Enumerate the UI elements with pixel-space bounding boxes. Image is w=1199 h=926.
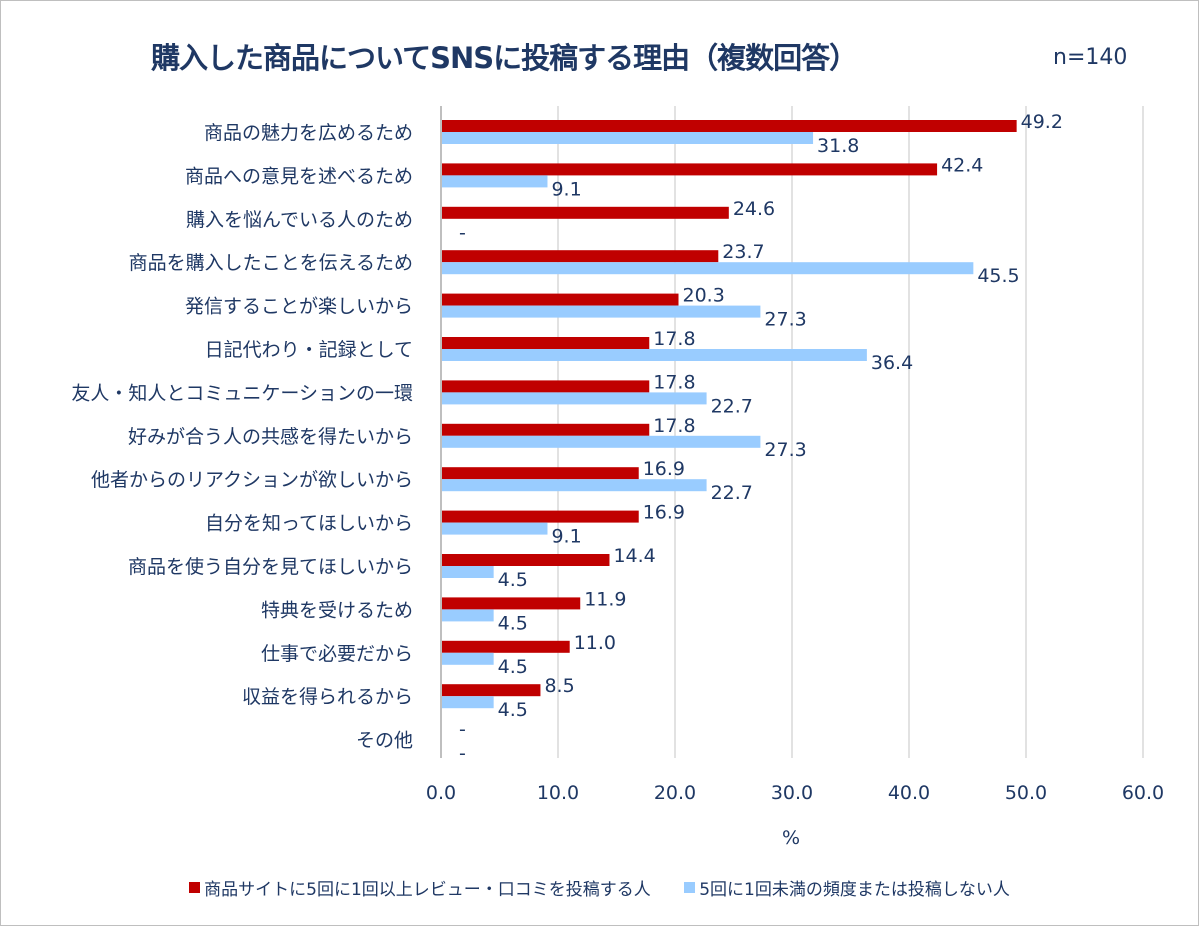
data-label: 22.7 xyxy=(711,395,753,417)
data-label: 16.9 xyxy=(643,458,685,480)
data-label: 27.3 xyxy=(764,309,806,331)
data-label: 11.0 xyxy=(574,632,616,654)
legend-swatch xyxy=(189,882,201,893)
bar-series-1 xyxy=(442,206,729,219)
bar-series-2 xyxy=(442,479,707,492)
category-label: 商品を使う自分を見てほしいから xyxy=(128,556,413,578)
legend-swatch xyxy=(684,882,696,893)
bar-series-2 xyxy=(442,132,814,144)
bar-series-1 xyxy=(442,250,719,263)
data-label: 20.3 xyxy=(683,285,725,307)
data-label: 16.9 xyxy=(643,502,685,524)
data-label: 49.2 xyxy=(1021,111,1063,133)
data-label: - xyxy=(459,222,466,244)
chart-title: 購入した商品についてSNSに投稿する理由（複数回答） xyxy=(151,41,858,75)
sample-size: n=140 xyxy=(1053,45,1128,70)
bar-series-1 xyxy=(442,293,679,306)
bar-series-2 xyxy=(442,435,761,448)
category-label: 商品を購入したことを伝えるため xyxy=(129,252,413,274)
data-label: 31.8 xyxy=(817,135,859,157)
data-label: 14.4 xyxy=(613,545,655,567)
data-label: - xyxy=(459,719,466,741)
data-label: 45.5 xyxy=(977,265,1019,287)
data-label: 9.1 xyxy=(551,178,581,200)
data-label: 22.7 xyxy=(711,482,753,504)
category-label: 他者からのリアクションが欲しいから xyxy=(91,469,413,491)
x-axis-label: % xyxy=(782,827,800,849)
x-tick-label: 0.0 xyxy=(426,782,456,804)
bar-series-2 xyxy=(442,175,548,188)
bar-series-1 xyxy=(442,510,639,523)
x-tick-label: 30.0 xyxy=(771,782,813,804)
data-label: 36.4 xyxy=(871,352,913,374)
category-label: 商品の魅力を広めるため xyxy=(204,122,413,144)
data-label: 17.8 xyxy=(653,415,695,437)
x-tick-label: 20.0 xyxy=(654,782,696,804)
bar-series-1 xyxy=(442,640,570,653)
data-label: 9.1 xyxy=(551,526,581,548)
bar-series-1 xyxy=(442,337,650,349)
data-label: 4.5 xyxy=(498,569,528,591)
category-label: 商品への意見を述べるため xyxy=(185,165,413,187)
bar-series-1 xyxy=(442,597,581,610)
category-label: 好みが合う人の共感を得たいから xyxy=(128,426,413,448)
bar-series-1 xyxy=(442,467,639,480)
bar-series-2 xyxy=(442,566,494,578)
x-tick-label: 40.0 xyxy=(888,782,930,804)
data-label: 23.7 xyxy=(722,241,764,263)
data-label: 42.4 xyxy=(941,154,983,176)
bar-series-2 xyxy=(442,609,494,622)
category-label: 収益を得られるから xyxy=(242,686,413,708)
data-label: 24.6 xyxy=(733,198,775,220)
bar-series-2 xyxy=(442,305,761,318)
x-tick-label: 10.0 xyxy=(537,782,579,804)
bar-series-2 xyxy=(442,392,707,405)
bar-series-1 xyxy=(442,684,541,697)
category-label: 購入を悩んでいる人のため xyxy=(186,209,413,231)
legend-item-series-2: 5回に1回未満の頻度または投稿しない人 xyxy=(684,875,1010,900)
bar-series-2 xyxy=(442,522,548,535)
data-label: 11.9 xyxy=(584,588,626,610)
legend: 商品サイトに5回に1回以上レビュー・口コミを投稿する人 5回に1回未満の頻度また… xyxy=(1,875,1198,900)
bar-series-1 xyxy=(442,163,938,176)
bar-series-1 xyxy=(442,554,610,566)
category-label: 発信することが楽しいから xyxy=(185,296,413,318)
category-label: 日記代わり・記録として xyxy=(205,339,413,361)
legend-label: 商品サイトに5回に1回以上レビュー・口コミを投稿する人 xyxy=(204,880,651,900)
category-label: その他 xyxy=(356,730,413,752)
data-label: 27.3 xyxy=(764,439,806,461)
legend-label: 5回に1回未満の頻度または投稿しない人 xyxy=(699,880,1010,900)
data-label: 17.8 xyxy=(653,328,695,350)
category-label: 仕事で必要だから xyxy=(261,643,413,665)
x-tick-label: 50.0 xyxy=(1005,782,1047,804)
bar-series-1 xyxy=(442,423,650,436)
data-label: 4.5 xyxy=(498,656,528,678)
data-label: 17.8 xyxy=(653,371,695,393)
category-label: 友人・知人とコミュニケーションの一環 xyxy=(71,382,413,404)
legend-item-series-1: 商品サイトに5回に1回以上レビュー・口コミを投稿する人 xyxy=(189,875,651,900)
data-label: 8.5 xyxy=(544,675,574,697)
data-label: 4.5 xyxy=(498,612,528,634)
bar-series-2 xyxy=(442,349,867,361)
category-label: 特典を受けるため xyxy=(261,599,413,621)
bar-series-2 xyxy=(442,696,494,709)
data-label: 4.5 xyxy=(498,699,528,721)
bar-series-2 xyxy=(442,262,974,275)
category-label: 自分を知ってほしいから xyxy=(205,513,413,535)
bar-series-1 xyxy=(442,380,650,393)
bar-series-2 xyxy=(442,652,494,665)
x-tick-label: 60.0 xyxy=(1122,782,1164,804)
bar-series-1 xyxy=(442,120,1017,132)
data-label: - xyxy=(459,743,466,765)
